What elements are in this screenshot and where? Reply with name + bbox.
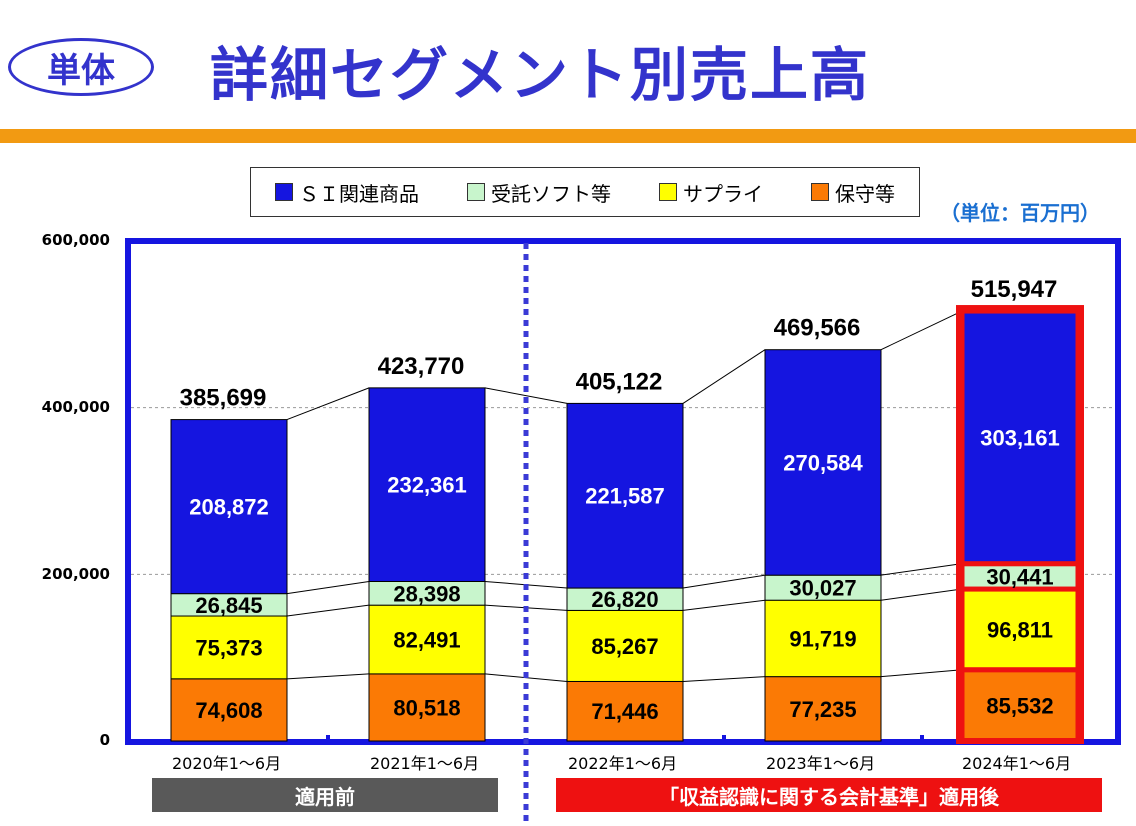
value-label-maintenance: 85,532 xyxy=(986,693,1053,718)
connector-line xyxy=(682,676,766,682)
total-label: 515,947 xyxy=(971,276,1058,303)
value-label-supply: 85,267 xyxy=(591,634,658,659)
bar-segment-supply xyxy=(170,615,288,680)
total-label: 405,122 xyxy=(576,368,663,395)
value-label-si: 270,584 xyxy=(783,450,863,475)
unit-label: （単位：百万円） xyxy=(940,201,1100,225)
legend-swatch-supply xyxy=(659,183,677,201)
value-label-software: 26,820 xyxy=(591,587,658,612)
highlight-box xyxy=(956,305,1084,744)
x-tick-label: 2022年1～6月 xyxy=(568,754,678,773)
connector-line xyxy=(286,580,370,595)
value-label-maintenance: 77,235 xyxy=(789,697,856,722)
connector-line xyxy=(682,599,766,611)
value-label-si: 208,872 xyxy=(189,495,269,520)
connector-line xyxy=(286,387,370,421)
legend-swatch-software xyxy=(467,183,485,201)
legend-label-si: ＳＩ関連商品 xyxy=(299,181,419,206)
value-label-si: 221,587 xyxy=(585,484,665,509)
connector-line xyxy=(682,349,766,404)
bar-segment-si xyxy=(170,419,288,595)
value-label-software: 30,441 xyxy=(986,564,1053,589)
x-tick-label: 2020年1～6月 xyxy=(172,754,282,773)
bar-segment-software xyxy=(764,574,882,601)
value-label-software: 28,398 xyxy=(393,581,460,606)
value-label-maintenance: 71,446 xyxy=(591,699,658,724)
after-period-label: 「収益認識に関する会計基準」適用後 xyxy=(556,778,1102,812)
value-label-supply: 91,719 xyxy=(789,626,856,651)
y-tick-label: 0 xyxy=(99,731,110,749)
y-tick-label: 600,000 xyxy=(41,231,110,249)
total-label: 385,699 xyxy=(180,385,267,412)
entity-badge: 単体 xyxy=(8,38,154,96)
legend-item-maintenance: 保守等 xyxy=(811,178,895,207)
connector-line xyxy=(880,669,963,678)
connector-line xyxy=(682,574,766,589)
total-label: 423,770 xyxy=(378,353,465,380)
chart-legend: ＳＩ関連商品 受託ソフト等 サプライ 保守等 xyxy=(250,167,920,217)
value-label-si: 303,161 xyxy=(980,425,1060,450)
connector-line xyxy=(484,387,568,404)
x-tick-label: 2024年1～6月 xyxy=(962,754,1072,773)
value-label-software: 26,845 xyxy=(195,593,262,618)
legend-item-si: ＳＩ関連商品 xyxy=(275,178,419,207)
legend-swatch-si xyxy=(275,183,293,201)
connector-line xyxy=(880,588,963,601)
legend-label-software: 受託ソフト等 xyxy=(491,181,611,206)
connector-line xyxy=(286,604,370,617)
header-divider xyxy=(0,129,1136,143)
legend-label-supply: サプライ xyxy=(683,181,763,206)
bar-segment-si xyxy=(368,387,486,582)
baseline-tick xyxy=(326,735,330,741)
bar-segment-si xyxy=(566,402,684,589)
page-title: 詳細セグメント別売上高 xyxy=(210,41,871,109)
baseline-tick xyxy=(722,735,726,741)
before-period-label: 適用前 xyxy=(152,778,498,812)
bar-segment-si xyxy=(764,349,882,576)
bar-segment-maintenance xyxy=(368,673,486,742)
value-label-supply: 82,491 xyxy=(393,628,460,653)
bar-segment-supply xyxy=(566,609,684,682)
total-label: 469,566 xyxy=(774,315,861,342)
x-tick-label: 2021年1～6月 xyxy=(370,754,480,773)
value-label-si: 232,361 xyxy=(387,473,467,498)
value-label-maintenance: 74,608 xyxy=(195,698,262,723)
value-label-software: 30,027 xyxy=(789,576,856,601)
y-tick-label: 200,000 xyxy=(41,565,110,583)
legend-item-supply: サプライ xyxy=(659,178,763,207)
legend-swatch-maintenance xyxy=(811,183,829,201)
legend-label-maintenance: 保守等 xyxy=(835,181,895,206)
value-label-supply: 96,811 xyxy=(987,617,1053,642)
legend-item-software: 受託ソフト等 xyxy=(467,178,611,207)
value-label-supply: 75,373 xyxy=(195,635,262,660)
y-tick-label: 400,000 xyxy=(41,398,110,416)
bar-segment-supply xyxy=(368,604,486,675)
x-tick-label: 2023年1～6月 xyxy=(766,754,876,773)
value-label-maintenance: 80,518 xyxy=(393,695,460,720)
baseline-tick xyxy=(920,735,924,741)
connector-line xyxy=(880,310,963,351)
connector-line xyxy=(880,563,963,576)
connector-line xyxy=(286,673,370,680)
